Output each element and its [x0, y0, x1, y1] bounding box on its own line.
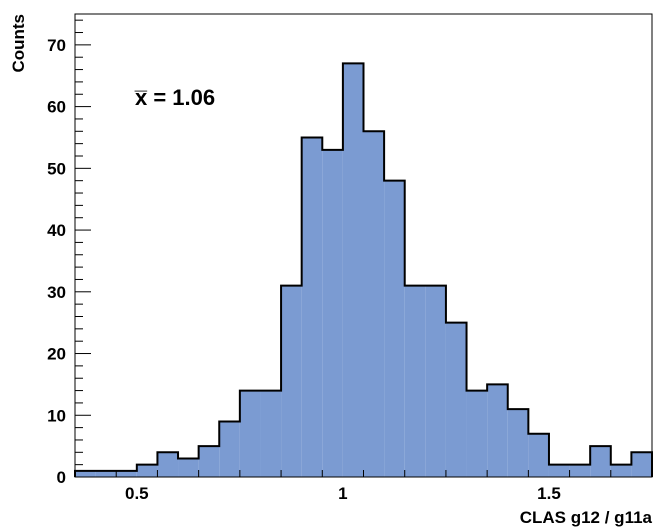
y-tick-label: 30: [47, 283, 66, 302]
x-tick-label: 0.5: [125, 484, 149, 503]
axis-ticks: [74, 19, 653, 478]
histogram-bar: [95, 470, 117, 477]
histogram-bar: [116, 470, 137, 477]
histogram-bar: [178, 458, 199, 477]
y-tick-label: 10: [47, 406, 66, 425]
histogram-bar: [466, 390, 488, 477]
histogram-bar: [548, 464, 570, 477]
histogram-bar: [425, 285, 446, 477]
y-axis-title: Counts: [9, 14, 28, 73]
y-tick-label: 20: [47, 345, 66, 364]
histogram-bar: [631, 452, 652, 477]
histogram-bar: [610, 464, 632, 477]
histogram-bar: [301, 137, 323, 477]
histogram-bar: [219, 421, 240, 477]
histogram-bar: [487, 384, 508, 477]
histogram-bar: [198, 446, 220, 477]
y-tick-label: 0: [57, 468, 66, 487]
histogram-bar: [590, 446, 611, 477]
mean-annotation: x̅ = 1.06: [134, 85, 215, 110]
tick-labels: 0.5 1 1.5 0 10 20 30 40 50 60 70: [47, 36, 561, 503]
histogram-bar: [260, 390, 282, 477]
histogram-bar: [363, 131, 385, 477]
x-axis-title: CLAS g12 / g11a: [520, 508, 653, 527]
histogram-bar: [342, 63, 364, 478]
histogram-bar: [281, 285, 302, 477]
histogram-bar: [569, 464, 591, 477]
histogram-bar: [157, 452, 179, 477]
histogram-bar: [404, 285, 426, 477]
histogram-bar: [507, 409, 529, 477]
y-tick-label: 40: [47, 221, 66, 240]
histogram-bar: [136, 464, 158, 477]
x-tick-label: 1.5: [537, 484, 561, 503]
y-tick-label: 70: [47, 36, 66, 55]
histogram-bar: [75, 470, 96, 477]
y-tick-label: 50: [47, 159, 66, 178]
histogram-bar: [384, 180, 405, 477]
x-tick-label: 1: [338, 484, 347, 503]
histogram-bar: [528, 433, 549, 477]
histogram-bar: [445, 322, 467, 477]
histogram-bar: [239, 390, 261, 477]
histogram-bars: [75, 63, 652, 478]
y-tick-label: 60: [47, 98, 66, 117]
histogram-outline: [74, 62, 653, 477]
histogram-bar: [322, 149, 343, 477]
